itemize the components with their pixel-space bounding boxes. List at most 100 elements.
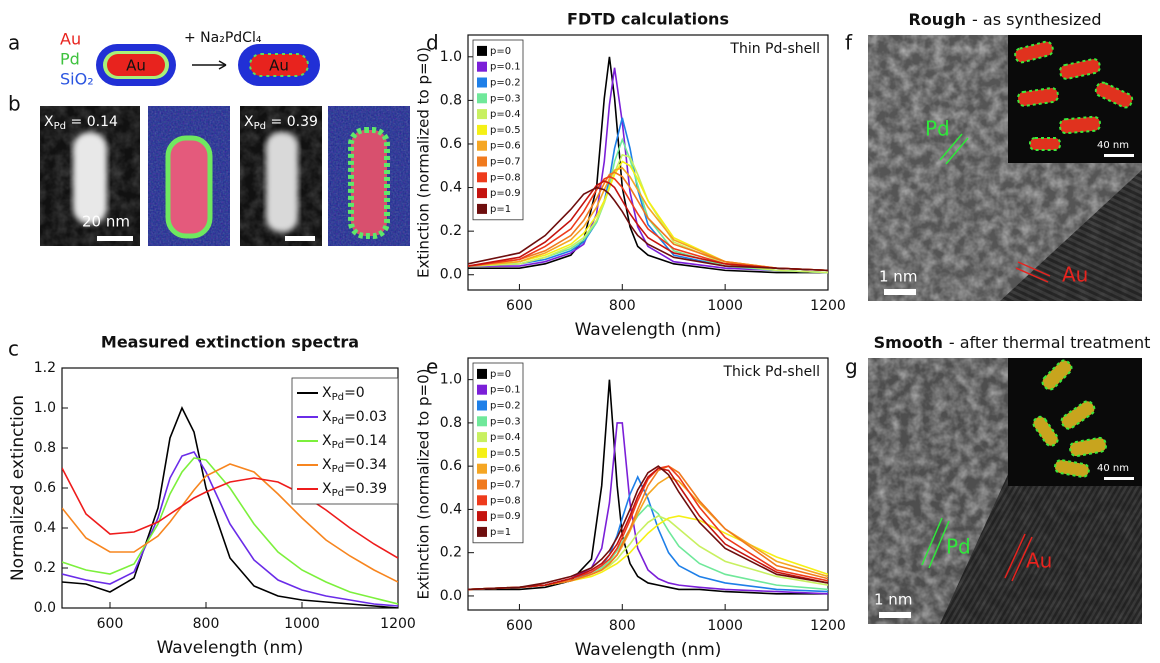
title-rest: - after thermal treatment [949,333,1151,352]
legend-label: XPd=0.14 [322,433,387,451]
legend-swatch [477,447,487,458]
y-tick-label: 0.8 [440,92,462,108]
title-bold: Rough [908,10,966,29]
core-label: Au [269,57,289,75]
legend-frame [291,377,399,505]
composition-label: XPd = 0.39 [244,114,318,132]
legend-label: p=0.9 [490,188,521,199]
fringe-mark [1015,267,1049,283]
series-line [468,67,828,274]
tem-g: Smooth - after thermal treatment Pd Au 1 … [868,333,1151,624]
x-tick-label: 800 [193,616,220,632]
au-label: Au [1062,263,1088,287]
scale-label: 1 nm [879,268,917,286]
legend-swatch [477,368,487,379]
x-tick-label: 600 [97,616,124,632]
x-tick-label: 1000 [284,616,320,632]
legend-swatch [477,172,487,183]
lattice [940,470,1142,624]
legend-label: p=0.6 [490,464,521,475]
text-part: Pd [332,440,344,451]
fringe-mark [928,520,950,569]
y-tick-label: 0.6 [440,136,462,152]
legend-label: p=0 [490,46,511,57]
series-line [468,467,828,591]
x-axis-label: Wavelength (nm) [575,320,722,340]
legend-label: p=0.6 [490,141,521,152]
text-part: =0.03 [344,409,387,425]
legend-label: XPd=0.34 [322,457,387,475]
annotation: Thin Pd-shell [729,41,820,57]
legend-label: p=0.7 [490,157,521,168]
legend-swatch [477,109,487,120]
legend-label: p=1 [490,204,511,215]
panel-label: g [845,355,858,379]
inset-rods [1032,359,1107,478]
scale-label: 1 nm [874,591,912,609]
scale-label: 20 nm [82,213,130,231]
legend-label: XPd=0.39 [322,481,387,499]
legend-swatch [477,188,487,199]
text-part: = 0.14 [66,114,118,130]
text-part: =0 [344,385,365,401]
panel-label: b [8,92,21,116]
legend-swatch [477,124,487,135]
x-tick-label: 1200 [810,618,846,634]
rod [1041,359,1073,391]
legend-swatch [477,495,487,506]
legend-sio2: SiO₂ [60,70,94,89]
series-line [468,160,828,272]
series-line [468,186,828,272]
panel-label: c [8,337,19,361]
x-tick-label: 1000 [707,298,743,314]
y-tick-label: 1.0 [440,372,462,388]
x-tick-label: 600 [506,298,533,314]
plot-frame [467,34,829,291]
x-tick-label: 1200 [380,616,416,632]
text-part: X [322,385,332,401]
legend-swatch [477,526,487,537]
scale-bar [1104,154,1134,157]
text-part: X [244,114,254,130]
text-part: X [322,457,332,473]
tem-f: Rough - as synthesized Pd Au 1 nm 40 nm [868,10,1142,301]
text-part: Pd [332,488,344,499]
x-axis-label: Wavelength (nm) [157,638,304,658]
text-part: =0.14 [344,433,387,449]
pd-label: Pd [946,535,971,559]
y-tick-label: 0.0 [440,588,462,604]
y-tick-label: 0.8 [34,440,56,456]
rod [1029,137,1061,151]
y-tick-label: 0.6 [34,480,56,496]
legend-swatch [477,432,487,443]
y-tick-label: 0.2 [440,223,462,239]
legend-label: p=0.4 [490,109,521,120]
x-tick-label: 800 [609,618,636,634]
text-part: Pd [254,121,266,132]
legend-swatch [477,400,487,411]
legend-swatch [477,156,487,167]
rod [1060,400,1096,430]
rod [1059,58,1101,80]
rod [1053,459,1090,478]
legend-label: p=0.7 [490,480,521,491]
series-line [468,117,828,274]
legend-label: p=0.2 [490,401,521,412]
scale-bar [879,612,911,618]
x-tick-label: 1000 [707,618,743,634]
legend-pd: Pd [60,50,80,69]
series-line [468,167,828,272]
panel-title: Rough - as synthesized [908,10,1101,29]
legend-label: p=0.1 [490,62,521,73]
legend-swatch [477,511,487,522]
rod [1014,40,1054,64]
series-line [468,56,828,274]
legend-label: p=0.8 [490,172,521,183]
y-tick-label: 1.0 [440,49,462,65]
chart: 600 800 1000 1200 0.0 0.2 0.4 0.6 0.8 1.0 FDTD cal… [415,10,846,341]
legend-au: Au [60,30,81,49]
chart-title: FDTD calculations [567,10,729,29]
legend-label: p=1 [490,527,511,538]
text-part: X [322,481,332,497]
